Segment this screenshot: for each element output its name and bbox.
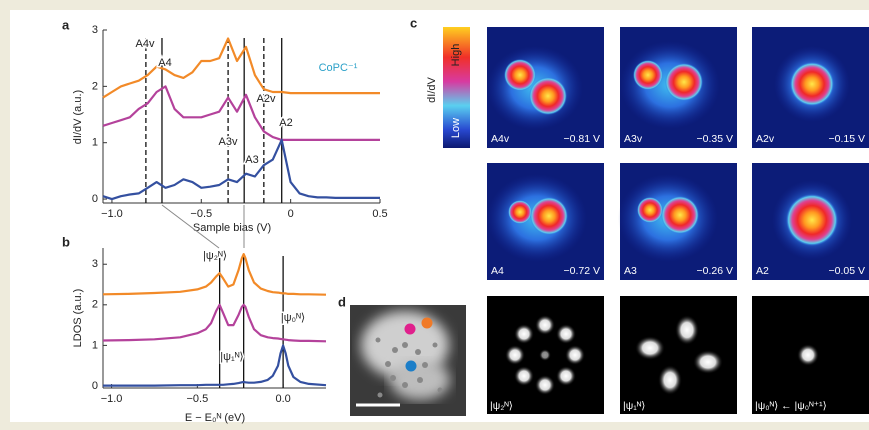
reference-label: A4 [158, 57, 171, 69]
reference-label: A3v [219, 136, 238, 148]
reference-label: A3 [245, 154, 258, 166]
colorbar-high: High [450, 44, 462, 67]
map-bias: −0.15 V [829, 133, 866, 145]
panel-label: d [338, 294, 346, 309]
map-bias: −0.81 V [564, 133, 601, 145]
reference-label: |ψ₂ᴺ⟩ [203, 250, 227, 262]
y-tick-label: 2 [92, 80, 98, 92]
y-tick-label: 3 [92, 258, 98, 270]
x-tick-label: 0.5 [372, 208, 387, 220]
reference-label: A2v [257, 93, 276, 105]
reference-label: A2 [279, 117, 292, 129]
x-tick-label: −1.0 [101, 393, 123, 405]
panel-label: a [62, 17, 70, 32]
orbital-image [487, 296, 604, 414]
y-tick-label: 1 [92, 137, 98, 149]
reference-label: A4v [136, 38, 155, 50]
map-label: A4 [491, 265, 504, 277]
y-tick-label: 0 [92, 193, 98, 205]
map-image [620, 27, 737, 148]
map-bias: −0.26 V [697, 265, 734, 277]
map-image [752, 163, 869, 280]
map-label: A4v [491, 133, 510, 145]
molecule-image [350, 305, 466, 416]
orbital-image [752, 296, 869, 414]
y-axis-label: LDOS (a.u.) [72, 289, 84, 348]
map-label: A2 [756, 265, 769, 277]
map-bias: −0.35 V [697, 133, 734, 145]
map-image [618, 163, 737, 280]
colorbar-low: Low [450, 118, 462, 138]
reference-label: |ψ₁ᴺ⟩ [220, 351, 243, 363]
map-image [487, 27, 604, 148]
y-tick-label: 1 [92, 339, 98, 351]
panel-label: b [62, 234, 70, 249]
x-tick-label: −1.0 [101, 208, 123, 220]
map-image [752, 27, 869, 148]
y-tick-label: 3 [92, 24, 98, 36]
orbital-image [620, 296, 737, 414]
panel-label: c [410, 15, 417, 30]
map-bias: −0.72 V [564, 265, 601, 277]
page: {"chart_data": [ {"type": "line", "ylabe… [0, 0, 869, 430]
orbital-label: |ψ₂ᴺ⟩ [490, 400, 513, 412]
map-label: A2v [756, 133, 775, 145]
x-tick-label: −0.5 [186, 393, 208, 405]
reference-label: |ψ₀ᴺ⟩ [281, 312, 305, 324]
colorbar-label: dI/dV [426, 76, 438, 102]
y-tick-label: 0 [92, 380, 98, 392]
map-label: A3v [624, 133, 643, 145]
orbital-label: |ψ₁ᴺ⟩ [623, 400, 645, 412]
y-tick-label: 2 [92, 299, 98, 311]
orbital-label: |ψ₀ᴺ⟩ ← |ψ₀ᴺ⁺¹⟩ [755, 400, 827, 412]
map-image [487, 163, 604, 280]
x-tick-label: 0.0 [275, 393, 290, 405]
map-bias: −0.05 V [829, 265, 866, 277]
x-axis-label: Sample bias (V) [193, 222, 271, 234]
map-label: A3 [624, 265, 637, 277]
figure: 0123−1.0−0.500.5A4vA4A3vA3A2vA2dI/dV (a.… [0, 0, 869, 430]
x-axis-label: E − E₀ᴺ (eV) [185, 412, 245, 424]
y-axis-label: dI/dV (a.u.) [72, 90, 84, 144]
annotation: CoPC⁻¹ [319, 62, 358, 74]
x-tick-label: 0 [288, 208, 294, 220]
x-tick-label: −0.5 [190, 208, 212, 220]
